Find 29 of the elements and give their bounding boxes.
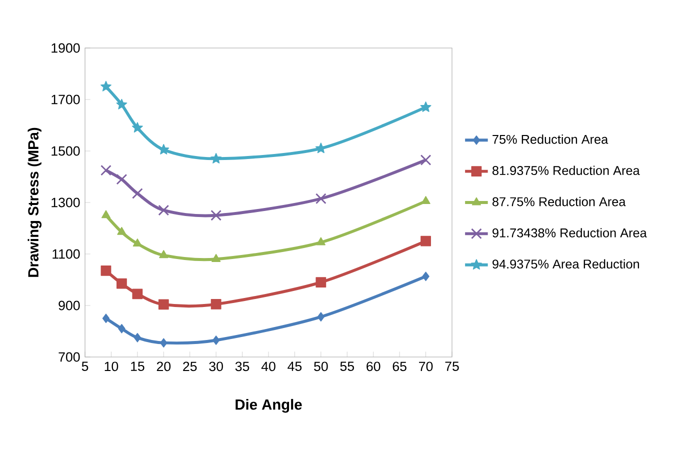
x-tick-label: 70 (419, 362, 433, 372)
legend-label: 75% Reduction Area (492, 134, 608, 144)
legend-label: 81.9375% Reduction Area (492, 166, 640, 176)
x-tick-label: 20 (156, 362, 171, 372)
x-tick-label: 45 (288, 362, 302, 371)
y-axis-title: Drawing Stress (MPa) (28, 128, 42, 277)
legend-label: 94.9375% Area Reduction (492, 259, 639, 269)
x-tick-label: 30 (209, 362, 223, 372)
x-axis-title: Die Angle (236, 398, 302, 413)
x-tick-label: 15 (131, 362, 144, 371)
x-tick-label: 5 (82, 362, 88, 371)
y-tick-label: 1900 (52, 43, 80, 53)
y-tick-label: 1300 (52, 198, 80, 208)
y-tick-label: 1700 (52, 94, 80, 104)
x-tick-label: 50 (314, 362, 328, 372)
y-tick-label: 1500 (52, 146, 80, 156)
x-tick-label: 60 (366, 362, 380, 372)
y-tick-label: 1100 (52, 249, 80, 259)
x-tick-label: 10 (104, 362, 118, 372)
legend-label: 87.75% Reduction Area (492, 196, 626, 206)
y-tick-label: 700 (58, 352, 80, 362)
x-tick-label: 25 (183, 362, 197, 372)
legend-label: 91.73438% Reduction Area (492, 228, 647, 238)
x-tick-label: 40 (261, 362, 276, 372)
x-tick-label: 55 (340, 362, 354, 371)
y-tick-label: 900 (58, 300, 80, 310)
x-tick-label: 75 (445, 362, 459, 371)
x-tick-label: 35 (235, 362, 250, 372)
x-tick-label: 65 (392, 362, 406, 372)
